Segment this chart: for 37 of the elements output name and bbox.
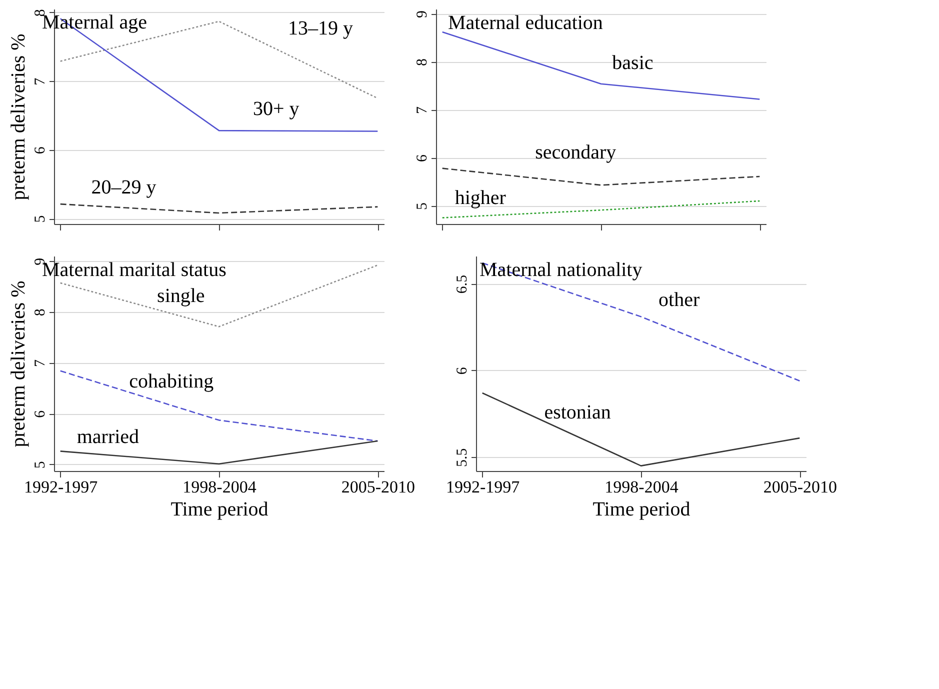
x-axis-title: Time period (592, 498, 690, 520)
series-label: married (76, 426, 140, 448)
series-label: basic (612, 52, 654, 74)
series-label: 30+ y (252, 98, 300, 120)
y-tick-label: 6 (32, 410, 48, 418)
y-tick-label: 5 (32, 461, 48, 469)
y-tick-label: 5 (414, 202, 430, 210)
series-label: other (658, 289, 700, 312)
y-tick-label: 9 (414, 10, 430, 18)
y-tick-label: 6 (32, 146, 48, 154)
y-axis-title: preterm deliveries % (8, 34, 30, 200)
chart-title: Maternal education (448, 12, 603, 34)
x-tick-label: 2005-2010 (763, 478, 837, 496)
series-label: 13–19 y (288, 18, 354, 40)
x-tick-label: 1992-1997 (446, 478, 520, 496)
series-label: cohabiting (129, 370, 214, 392)
y-tick-label: 6.5 (454, 274, 470, 294)
y-axis-title: preterm deliveries % (8, 280, 30, 448)
series-label: estonian (544, 402, 611, 424)
y-tick-label: 5.5 (454, 448, 470, 468)
y-tick-label: 7 (414, 106, 430, 114)
x-tick-label: 1998-2004 (604, 478, 679, 496)
y-tick-label: 6 (454, 366, 470, 375)
y-tick-label: 7 (32, 358, 48, 367)
x-tick-label: 2005-2010 (341, 478, 415, 496)
series-label: higher (454, 186, 506, 209)
y-tick-label: 5 (32, 215, 48, 223)
y-tick-label: 7 (32, 77, 48, 86)
y-tick-label: 8 (32, 308, 48, 316)
x-axis-title: Time period (170, 498, 268, 520)
x-tick-label: 1998-2004 (182, 478, 257, 496)
series-label: 20–29 y (91, 176, 156, 199)
series-label: single (157, 285, 205, 308)
x-tick-label: 1992-1997 (24, 478, 98, 496)
y-tick-label: 8 (414, 58, 430, 66)
series-label: secondary (535, 141, 616, 164)
y-tick-label: 6 (414, 154, 430, 162)
